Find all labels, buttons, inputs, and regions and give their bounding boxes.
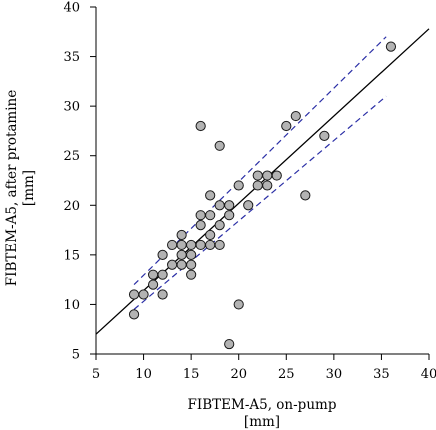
x-tick-label: 30 (326, 367, 343, 382)
data-point (205, 239, 216, 251)
data-point (195, 210, 206, 221)
data-point (157, 289, 168, 300)
data-point (176, 249, 187, 260)
data-point (176, 239, 187, 251)
data-point (147, 269, 159, 280)
data-point (128, 289, 140, 300)
data-point (205, 210, 216, 221)
data-point (186, 239, 197, 251)
data-point (252, 170, 263, 181)
data-point (214, 200, 225, 211)
regression-line (95, 28, 430, 335)
data-point (290, 110, 301, 122)
data-point (176, 259, 187, 270)
y-tick-label: 15 (63, 248, 80, 263)
data-point (138, 289, 149, 300)
data-point (271, 170, 282, 181)
x-tick-label: 35 (373, 367, 390, 382)
x-tick-label: 40 (421, 367, 436, 382)
y-tick-label: 35 (63, 50, 80, 65)
data-point (262, 170, 273, 181)
data-point (262, 180, 273, 191)
data-point (157, 269, 168, 280)
data-points (128, 41, 397, 350)
data-point (252, 180, 263, 191)
y-tick-label: 10 (63, 298, 80, 313)
x-tick-label: 5 (92, 367, 100, 382)
data-point (214, 220, 225, 231)
data-point (195, 120, 206, 132)
x-tick-label: 25 (278, 367, 295, 382)
data-point (233, 180, 244, 191)
data-point (205, 229, 216, 241)
data-point (195, 220, 206, 231)
data-point (186, 259, 197, 270)
data-point (147, 279, 159, 290)
data-point (167, 239, 178, 251)
data-point (214, 140, 225, 151)
y-tick-label: 20 (63, 199, 80, 214)
y-tick-label: 5 (72, 348, 80, 363)
confidence-band-lower (133, 95, 387, 310)
data-point (224, 200, 235, 211)
axes (95, 7, 429, 355)
data-point (224, 338, 235, 350)
y-tick-label: 30 (63, 100, 80, 115)
data-point (243, 200, 254, 211)
data-point (233, 299, 244, 310)
data-point (300, 190, 311, 201)
data-point (281, 120, 292, 132)
x-axis-title-line2: [mm] (244, 414, 280, 430)
y-axis-title-line1: FIBTEM-A5, after protamine (4, 90, 20, 287)
data-point (167, 259, 178, 270)
confidence-band-upper (133, 36, 387, 286)
data-point (224, 210, 235, 221)
y-tick-label: 40 (63, 1, 80, 16)
x-axis-title-line1: FIBTEM-A5, on-pump (188, 397, 337, 413)
data-point (205, 190, 216, 201)
data-point (128, 309, 140, 320)
data-point (385, 41, 397, 52)
data-point (214, 239, 225, 251)
data-point (319, 130, 330, 141)
data-point (176, 229, 187, 241)
data-point (195, 239, 206, 251)
data-point (157, 249, 168, 260)
data-point (186, 269, 197, 280)
y-tick-label: 25 (63, 149, 80, 164)
x-tick-label: 10 (135, 367, 152, 382)
x-tick-label: 20 (230, 367, 247, 382)
ticks: 5 10 15 20 25 30 35 40 5 10 15 20 25 30 35 40 (63, 1, 436, 383)
data-point (186, 249, 197, 260)
x-tick-label: 15 (183, 367, 200, 382)
trend-lines (95, 28, 430, 335)
y-axis-title-line2: [mm] (21, 170, 37, 206)
